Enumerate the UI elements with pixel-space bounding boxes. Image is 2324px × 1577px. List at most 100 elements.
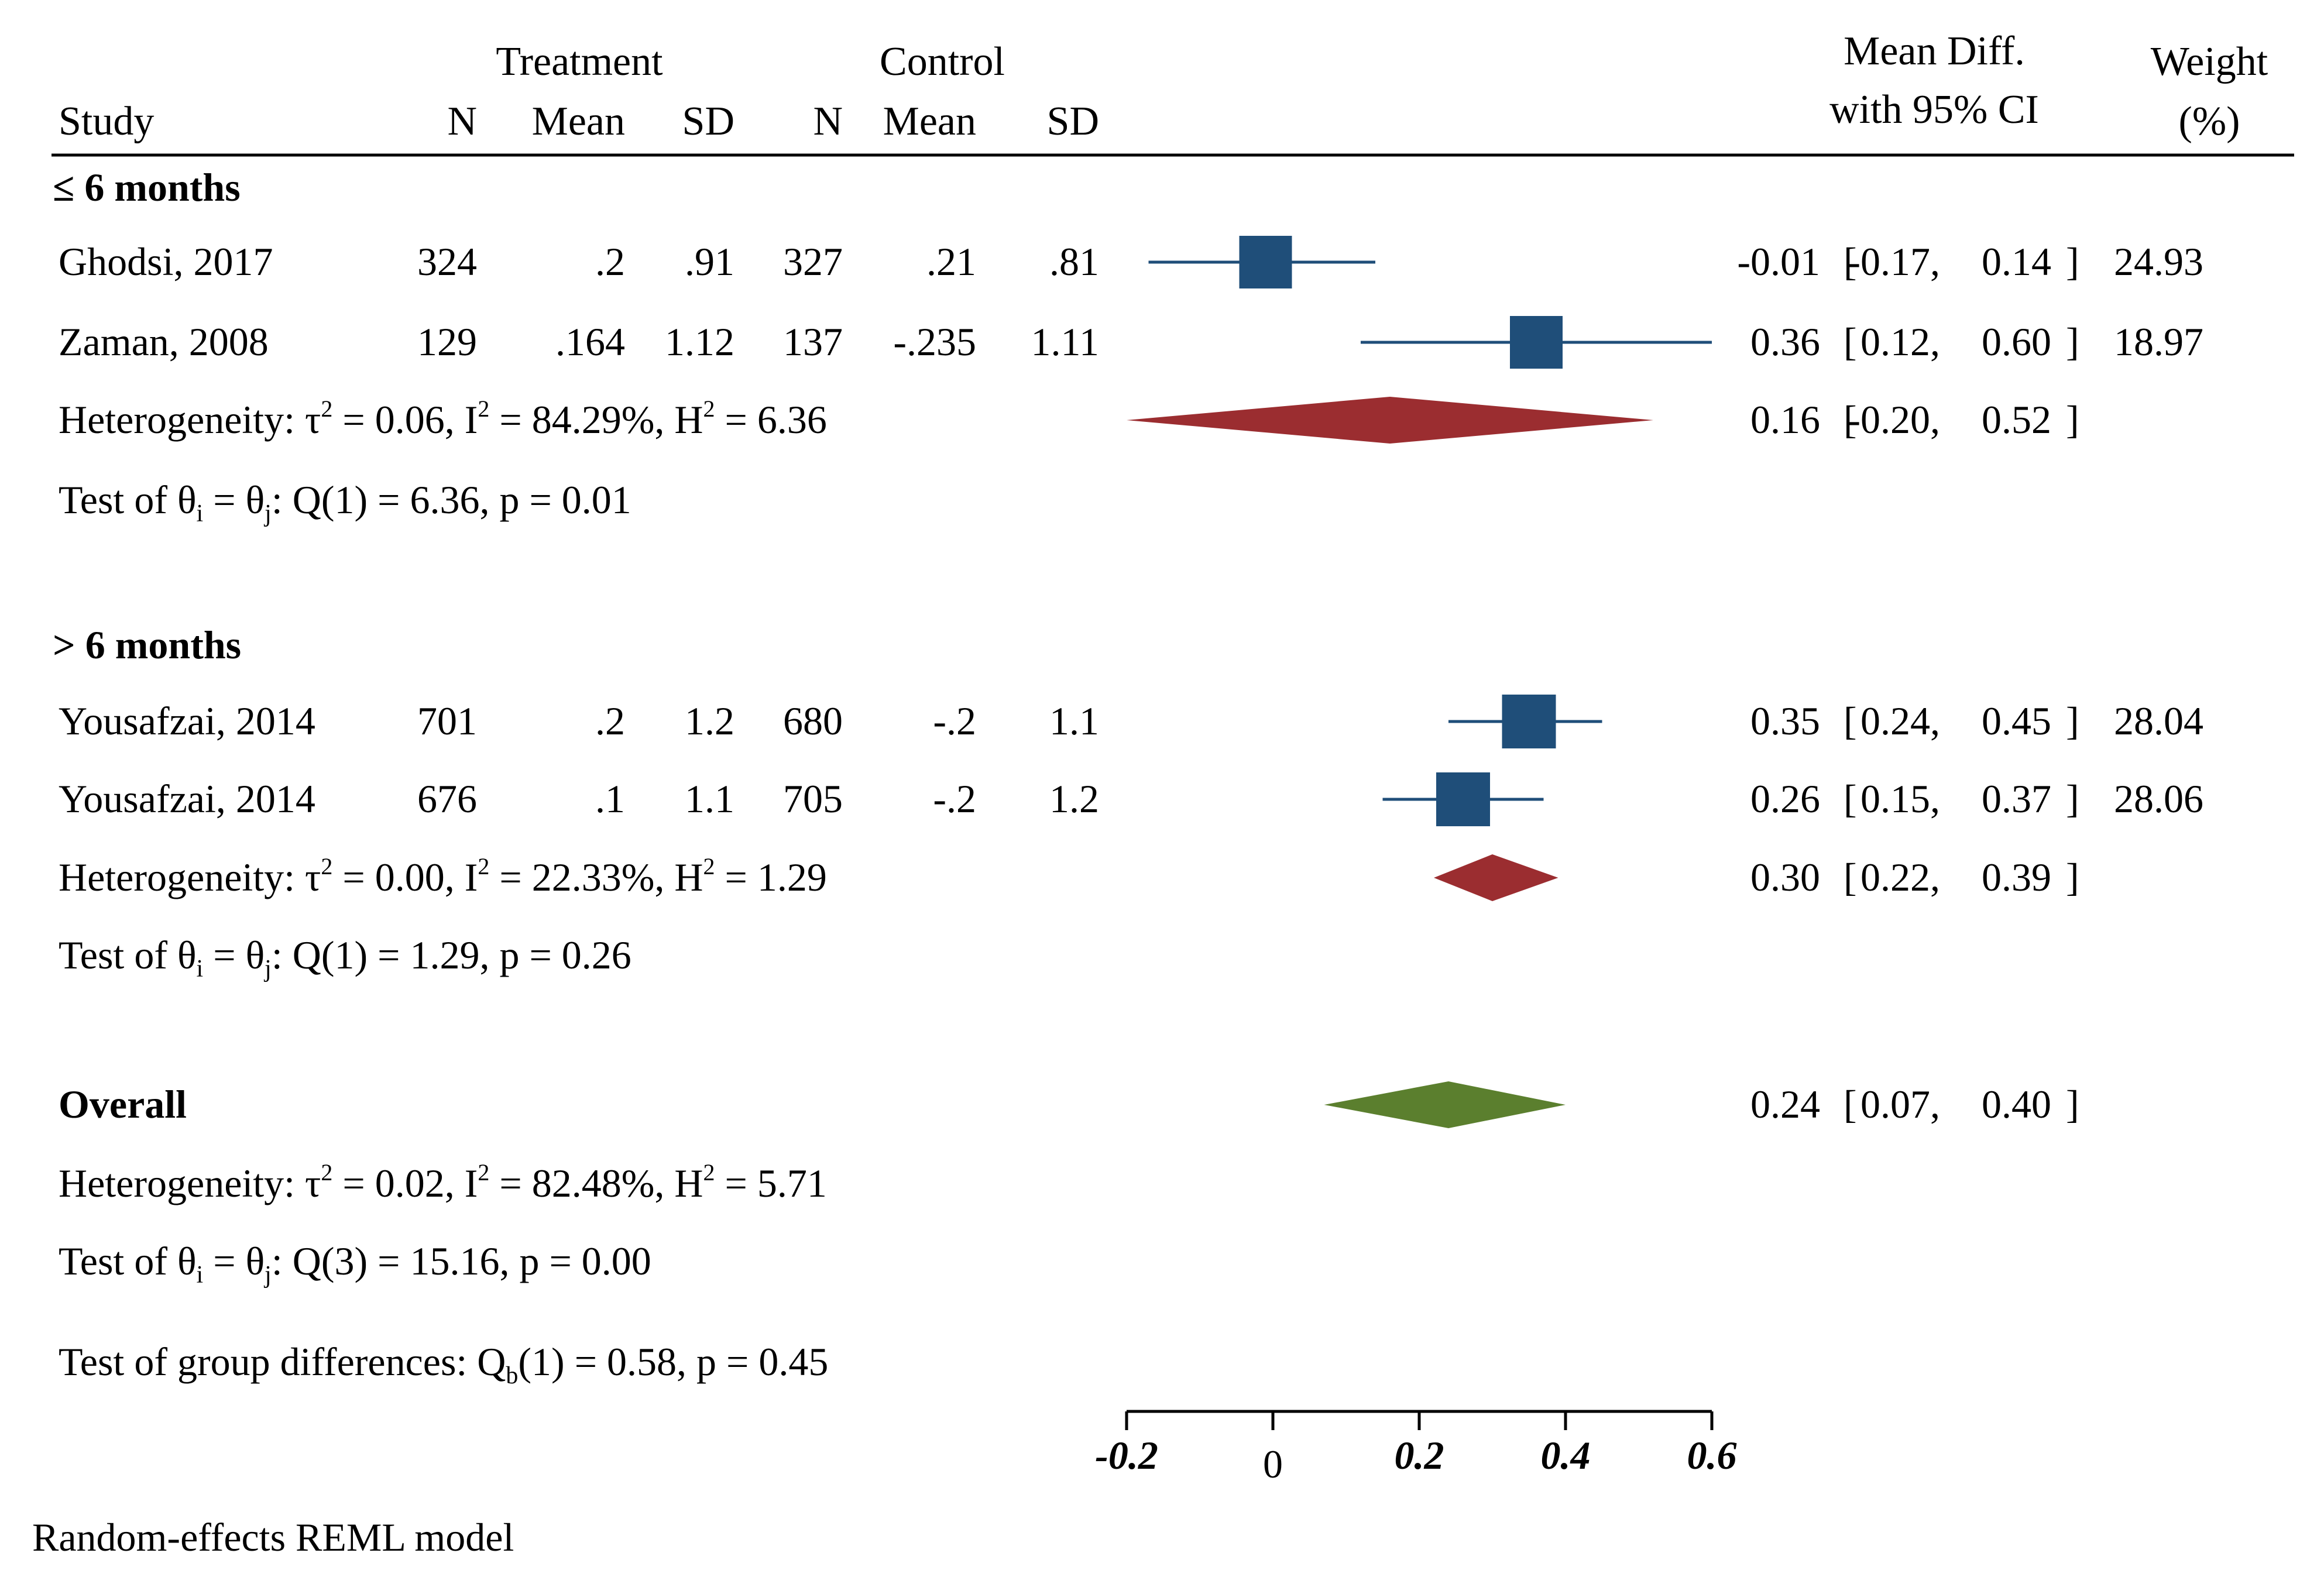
subgroup-estimate: 0.16 [1750,397,1820,442]
x-tick-label: 0.6 [1687,1433,1737,1478]
subgroup-ci-upper: 0.52 [1982,397,2051,442]
treatment-n: 701 [417,699,477,743]
subgroup-bracket-open: [ [1844,855,1857,899]
treatment-mean-header: Mean [532,99,625,144]
treatment-sd-header: SD [682,99,734,144]
study-marker [1436,772,1490,826]
control-n: 137 [783,319,843,364]
x-tick-label: 0 [1263,1442,1283,1486]
subgroup-diamond [1127,397,1653,444]
subgroup-heterogeneity: Heterogeneity: τ2 = 0.06, I2 = 84.29%, H… [59,396,827,442]
study-marker [1239,236,1292,288]
overall-bracket-close: ] [2066,1082,2079,1126]
weight-unit-header: (%) [2179,99,2240,144]
subgroup-test: Test of θi = θj: Q(1) = 6.36, p = 0.01 [59,477,631,527]
study-bracket-close: ] [2066,777,2079,821]
treatment-n: 676 [417,777,477,821]
treatment-mean: .2 [595,239,625,284]
study-marker [1502,695,1556,748]
overall-ci-upper: 0.40 [1982,1082,2051,1126]
control-mean-header: Mean [883,99,976,144]
control-n: 327 [783,239,843,284]
treatment-sd: 1.2 [685,699,734,743]
study-ci-upper: 0.37 [1982,777,2051,821]
treatment-mean: .2 [595,699,625,743]
treatment-sd: 1.1 [685,777,734,821]
study-weight: 28.04 [2114,699,2203,743]
treatment-mean: .164 [555,319,625,364]
study-name: Yousafzai, 2014 [59,777,315,821]
control-n: 705 [783,777,843,821]
study-ci-upper: 0.14 [1982,239,2051,284]
study-ci-lower: 0.24, [1860,699,1940,743]
treatment-n: 129 [417,319,477,364]
subgroup-test: Test of θi = θj: Q(1) = 1.29, p = 0.26 [59,933,631,982]
overall-diamond [1324,1081,1566,1128]
treatment-sd: .91 [685,239,734,284]
x-tick-label: 0.4 [1541,1433,1591,1478]
x-tick-label: -0.2 [1095,1433,1158,1478]
ci-header: with 95% CI [1829,87,2039,132]
control-header: Control [880,39,1005,84]
treatment-mean: .1 [595,777,625,821]
study-bracket-close: ] [2066,699,2079,743]
study-estimate: 0.36 [1750,319,1820,364]
x-tick-label: 0.2 [1395,1433,1444,1478]
overall-label: Overall [59,1082,187,1126]
subgroup-ci-lower: 0.22, [1860,855,1940,899]
study-weight: 24.93 [2114,239,2203,284]
group-differences-test: Test of group differences: Qb(1) = 0.58,… [59,1339,828,1389]
study-estimate: 0.26 [1750,777,1820,821]
control-mean: -.2 [933,777,976,821]
study-weight: 28.06 [2114,777,2203,821]
treatment-n-header: N [447,99,477,144]
study-bracket-open: [ [1844,699,1857,743]
weight-header: Weight [2151,39,2268,84]
control-n: 680 [783,699,843,743]
control-sd: 1.11 [1031,319,1099,364]
study-bracket-open: [ [1844,777,1857,821]
subgroup-bracket-close: ] [2066,397,2079,442]
subgroup-bracket-close: ] [2066,855,2079,899]
treatment-n: 324 [417,239,477,284]
control-mean: -.2 [933,699,976,743]
study-ci-lower: 0.15, [1860,777,1940,821]
overall-ci-lower: 0.07, [1860,1082,1940,1126]
control-sd: 1.2 [1049,777,1099,821]
subgroup-bracket-open: [ [1844,397,1857,442]
subgroup-estimate: 0.30 [1750,855,1820,899]
study-name: Zaman, 2008 [59,319,269,364]
study-ci-upper: 0.60 [1982,319,2051,364]
control-sd-header: SD [1047,99,1099,144]
mean-diff-header: Mean Diff. [1844,29,2025,74]
control-n-header: N [813,99,843,144]
study-name: Yousafzai, 2014 [59,699,315,743]
study-ci-upper: 0.45 [1982,699,2051,743]
overall-estimate: 0.24 [1750,1082,1820,1126]
study-bracket-close: ] [2066,319,2079,364]
study-estimate: -0.01 [1737,239,1820,284]
overall-bracket-open: [ [1844,1082,1857,1126]
study-ci-lower: -0.17, [1847,239,1940,284]
study-ci-lower: 0.12, [1860,319,1940,364]
control-mean: -.235 [893,319,976,364]
treatment-header: Treatment [496,39,663,84]
subgroup-heterogeneity: Heterogeneity: τ2 = 0.00, I2 = 22.33%, H… [59,853,827,899]
control-sd: .81 [1049,239,1099,284]
subgroup-label: > 6 months [53,623,241,667]
control-sd: 1.1 [1049,699,1099,743]
subgroup-ci-upper: 0.39 [1982,855,2051,899]
study-name: Ghodsi, 2017 [59,239,273,284]
overall-test: Test of θi = θj: Q(3) = 15.16, p = 0.00 [59,1239,651,1289]
model-footnote: Random-effects REML model [32,1515,514,1559]
study-estimate: 0.35 [1750,699,1820,743]
study-bracket-open: [ [1844,239,1857,284]
subgroup-diamond [1434,854,1559,901]
control-mean: .21 [926,239,976,284]
study-bracket-close: ] [2066,239,2079,284]
overall-heterogeneity: Heterogeneity: τ2 = 0.02, I2 = 82.48%, H… [59,1159,827,1205]
treatment-sd: 1.12 [665,319,734,364]
study-weight: 18.97 [2114,319,2203,364]
study-header: Study [59,99,154,144]
